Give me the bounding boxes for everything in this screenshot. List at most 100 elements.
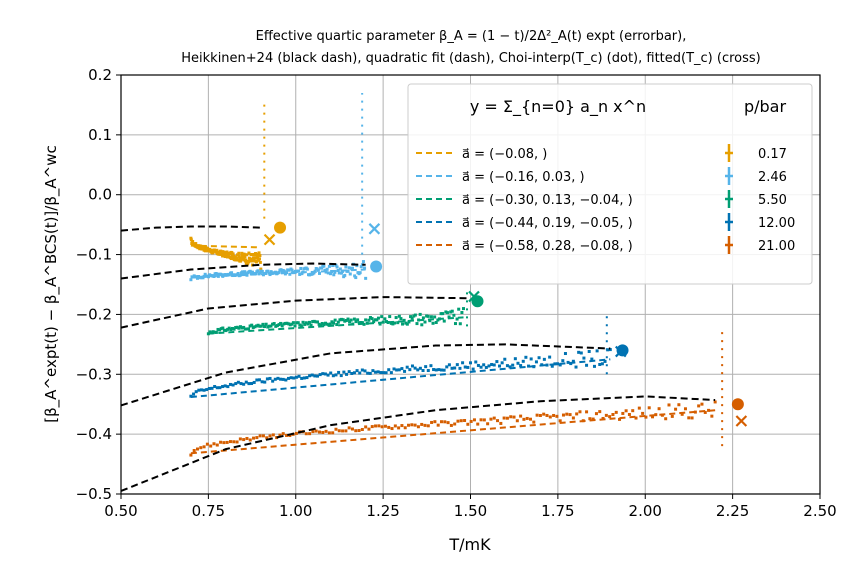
expt-point <box>380 425 384 429</box>
expt-point <box>608 415 612 419</box>
expt-point <box>664 417 668 421</box>
expt-point <box>458 322 462 326</box>
expt-point <box>212 442 216 446</box>
expt-point <box>358 271 362 275</box>
x-tick-label: 1.50 <box>454 502 487 520</box>
expt-point <box>364 318 368 322</box>
expt-point <box>466 365 470 369</box>
expt-point <box>413 366 417 370</box>
expt-point <box>400 367 404 371</box>
expt-point <box>404 321 408 325</box>
y-tick-label: −0.1 <box>76 246 112 264</box>
expt-point <box>210 386 214 390</box>
expt-point <box>248 438 252 442</box>
x-tick-label: 0.75 <box>192 502 225 520</box>
expt-point <box>245 253 249 257</box>
expt-point <box>243 270 247 274</box>
expt-point <box>519 414 523 418</box>
expt-point <box>313 374 317 378</box>
expt-point <box>292 376 296 380</box>
expt-point <box>502 416 506 420</box>
legend-pressure-label: 12.00 <box>758 216 795 231</box>
expt-point <box>670 414 674 418</box>
expt-point <box>537 356 541 360</box>
expt-point <box>439 312 443 316</box>
expt-point <box>500 361 504 365</box>
expt-point <box>455 317 459 321</box>
expt-point <box>281 432 285 436</box>
series-5.50 <box>121 290 484 336</box>
expt-point <box>265 377 269 381</box>
y-axis-label: [β_A^expt(t) − β_A^BCS(t)]/β_A^wc <box>42 145 61 423</box>
expt-point <box>472 418 476 422</box>
expt-point <box>377 424 381 428</box>
expt-point <box>312 319 316 323</box>
expt-point <box>396 321 400 325</box>
expt-point <box>316 268 320 272</box>
expt-point <box>453 366 457 370</box>
expt-point <box>295 321 299 325</box>
expt-point <box>276 376 280 380</box>
expt-point <box>486 422 490 426</box>
expt-point <box>516 361 520 365</box>
expt-point <box>340 317 344 321</box>
chart-title-line-2: Heikkinen+24 (black dash), quadratic fit… <box>181 51 760 66</box>
fit-line <box>190 244 261 249</box>
series-0.17 <box>121 98 287 271</box>
expt-point <box>205 388 209 392</box>
expt-point <box>274 270 278 274</box>
expt-point <box>410 364 414 368</box>
expt-point <box>337 370 341 374</box>
expt-point <box>250 323 254 327</box>
expt-point <box>594 412 598 416</box>
expt-point <box>230 271 234 275</box>
legend-fit-label: a⃗ = (−0.30, 0.13, −0.04, ) <box>462 193 633 208</box>
expt-point <box>496 419 500 423</box>
expt-point <box>490 362 494 366</box>
expt-point <box>326 373 330 377</box>
series-2.46 <box>121 92 383 282</box>
expt-point <box>257 257 261 261</box>
expt-point <box>374 370 378 374</box>
expt-point <box>463 418 467 422</box>
expt-point <box>703 410 707 414</box>
expt-point <box>339 271 343 275</box>
expt-point <box>248 259 252 263</box>
expt-point <box>390 427 394 431</box>
expt-point <box>268 434 272 438</box>
expt-point <box>487 364 491 368</box>
expt-point <box>206 246 210 250</box>
expt-point <box>317 271 321 275</box>
expt-point <box>436 423 440 427</box>
expt-point <box>257 251 261 255</box>
expt-point <box>228 440 232 444</box>
expt-point <box>347 426 351 430</box>
expt-point <box>394 316 398 320</box>
expt-point <box>346 317 350 321</box>
expt-point <box>350 427 354 431</box>
expt-point <box>222 328 226 332</box>
expt-point <box>418 366 422 370</box>
expt-point <box>592 364 596 368</box>
expt-point <box>375 318 379 322</box>
expt-point <box>287 268 291 272</box>
expt-point <box>420 422 424 426</box>
expt-point <box>222 250 226 254</box>
expt-point <box>634 416 638 420</box>
expt-point <box>482 418 486 422</box>
expt-point <box>359 265 363 269</box>
expt-point <box>428 319 432 323</box>
expt-point <box>209 444 213 448</box>
expt-point <box>367 318 371 322</box>
expt-point <box>205 442 209 446</box>
expt-point <box>219 249 223 253</box>
expt-point <box>192 449 196 453</box>
expt-point <box>263 325 267 329</box>
expt-point <box>300 376 304 380</box>
expt-point <box>326 271 330 275</box>
expt-point <box>614 410 618 414</box>
choi-tc-marker <box>370 260 383 273</box>
heikkinen-curve <box>121 343 611 407</box>
expt-point <box>279 321 283 325</box>
